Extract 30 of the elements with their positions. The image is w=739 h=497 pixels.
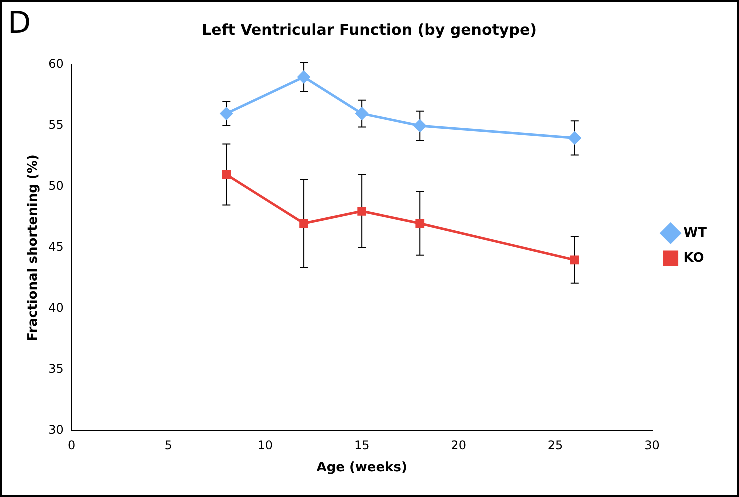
point bbox=[570, 256, 580, 265]
x-tick-label: 0 bbox=[68, 438, 76, 452]
y-tick-label: 45 bbox=[48, 240, 64, 254]
x-tick-label: 10 bbox=[258, 438, 273, 452]
x-tick-label: 5 bbox=[164, 438, 172, 452]
y-tick-label: 50 bbox=[48, 179, 64, 194]
y-tick-label: 35 bbox=[48, 362, 64, 376]
y-tick-label: 30 bbox=[48, 423, 64, 438]
y-tick-label: 60 bbox=[48, 57, 64, 72]
point bbox=[414, 120, 426, 132]
x-tick-label: 15 bbox=[354, 438, 370, 452]
y-tick-label: 55 bbox=[48, 118, 64, 132]
y-tick-label: 40 bbox=[48, 301, 64, 316]
x-tick-label: 30 bbox=[644, 438, 660, 452]
legend-label: KO bbox=[684, 250, 704, 266]
x-tick-label: 20 bbox=[451, 438, 466, 452]
point bbox=[300, 219, 308, 228]
point bbox=[222, 170, 232, 180]
x-axis-title: Age (weeks) bbox=[316, 460, 408, 476]
text: D bbox=[8, 6, 32, 41]
legend-label: WT bbox=[684, 226, 708, 241]
chart-title: Left Ventricular Function (by genotype) bbox=[202, 20, 537, 39]
point bbox=[220, 108, 233, 120]
point bbox=[416, 219, 425, 228]
point bbox=[298, 70, 310, 84]
x-tick-label: 25 bbox=[548, 438, 564, 452]
y-axis-title: Fractional shortening (%) bbox=[26, 154, 42, 342]
point bbox=[568, 132, 582, 144]
point bbox=[356, 108, 368, 120]
point bbox=[358, 206, 367, 216]
